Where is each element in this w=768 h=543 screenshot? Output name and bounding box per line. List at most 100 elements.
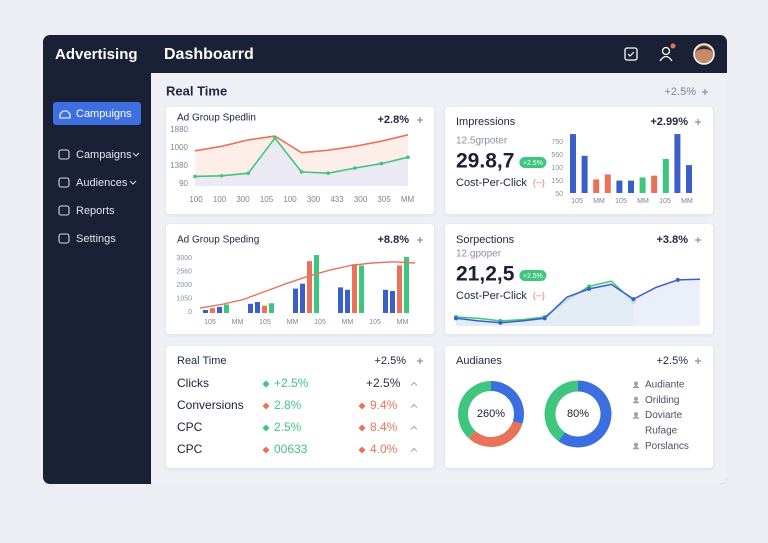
x-tick-label: MM [397,319,409,326]
add-icon[interactable] [702,89,708,95]
legend-label: Orilding [645,395,679,406]
bar [397,265,402,313]
legend-icon [634,412,638,417]
add-icon[interactable] [417,237,423,243]
x-tick-label: MM [342,319,354,326]
caret [410,381,418,386]
row-value: 4.0% [370,442,398,456]
point [587,286,592,291]
card-title: Audianes [456,355,502,367]
card [445,107,713,214]
point [299,170,304,174]
card-title: Sorpections [456,234,515,246]
point [246,171,251,175]
bar [686,165,692,193]
row-value: 8.4% [370,420,398,434]
bar [269,303,274,313]
kpi-value: 29.8,7 [456,150,514,173]
card-change: +2.5% [657,355,689,367]
nav-item[interactable]: Audiences [76,177,128,189]
bar [224,304,229,313]
chevron [129,180,137,185]
point [219,173,224,178]
y-tick-label: 100 [551,165,563,172]
bar [248,303,253,313]
card-title: Impressions [456,116,516,128]
row-value: +2.5% [366,376,401,390]
card-title: Ad Group Speding [177,235,259,246]
x-tick-label: 105 [260,195,274,204]
nav-icon [58,177,70,188]
logo: Advertising [55,46,138,63]
badge [519,270,547,281]
nav-icon [59,110,71,119]
bar [345,289,350,313]
row-label: CPC [177,442,203,456]
x-tick-label: 105 [571,198,583,205]
legend-label: Doviarte [645,410,683,421]
x-tick-label: 100 [189,195,203,204]
line [455,278,701,324]
nav-item[interactable]: Settings [76,233,116,245]
y-tick-label: 50 [555,191,563,198]
legend-icon [634,442,638,447]
add-icon[interactable] [417,117,423,123]
add-icon[interactable] [417,358,423,364]
caret [410,403,418,408]
x-tick-label: MM [287,319,299,326]
row-label: CPC [177,420,203,434]
add-icon[interactable] [695,358,701,364]
badge-text: +2.5% [523,273,543,280]
point [379,161,384,166]
x-tick-label: 100 [283,195,297,204]
bar [359,265,364,313]
bar [293,288,298,313]
point [406,155,410,159]
y-tick-label: 90 [179,179,188,188]
kpi-subtitle: 12.5grpoter [456,136,508,147]
point [273,136,277,140]
legend-icon-body [632,446,640,450]
card-change: +8.8% [378,234,410,246]
nav-item[interactable]: Reports [76,205,115,217]
bar [314,255,319,313]
user-body [659,55,673,62]
card-change: +3.8% [657,234,689,246]
caret [410,447,418,452]
nav-icon [58,149,70,160]
bar [262,305,267,313]
point [193,174,197,179]
legend-label: Rufage [645,426,678,437]
card-change: +2.8% [378,114,410,126]
nav-icon [58,233,70,244]
bar [593,179,600,193]
active-nav-button[interactable] [53,102,141,125]
bar [255,302,260,313]
legend-label: Audiante [645,380,685,391]
area [456,279,700,326]
calendar-icon[interactable] [624,47,638,61]
check [627,51,635,57]
line [194,134,409,154]
point [498,320,503,325]
point [326,171,330,175]
y-tick-label: 0 [188,309,192,316]
add-icon[interactable] [695,119,701,125]
notification-dot [670,43,676,49]
nav-item[interactable]: Campaigns [76,149,132,161]
user-icon[interactable] [661,46,671,56]
avatar-hair [695,46,713,52]
x-tick-label: 305 [377,195,391,204]
y-tick-label: 3000 [176,255,192,262]
bar [628,180,634,193]
bar [217,306,222,313]
nav-icon [58,205,70,216]
diamond [262,446,270,454]
donut-segment [558,380,612,448]
x-tick-label: 100 [213,195,227,204]
donut-segment [544,380,579,442]
row-label: Clicks [177,376,209,390]
y-tick-label: 2000 [176,282,192,289]
add-icon[interactable] [695,237,701,243]
